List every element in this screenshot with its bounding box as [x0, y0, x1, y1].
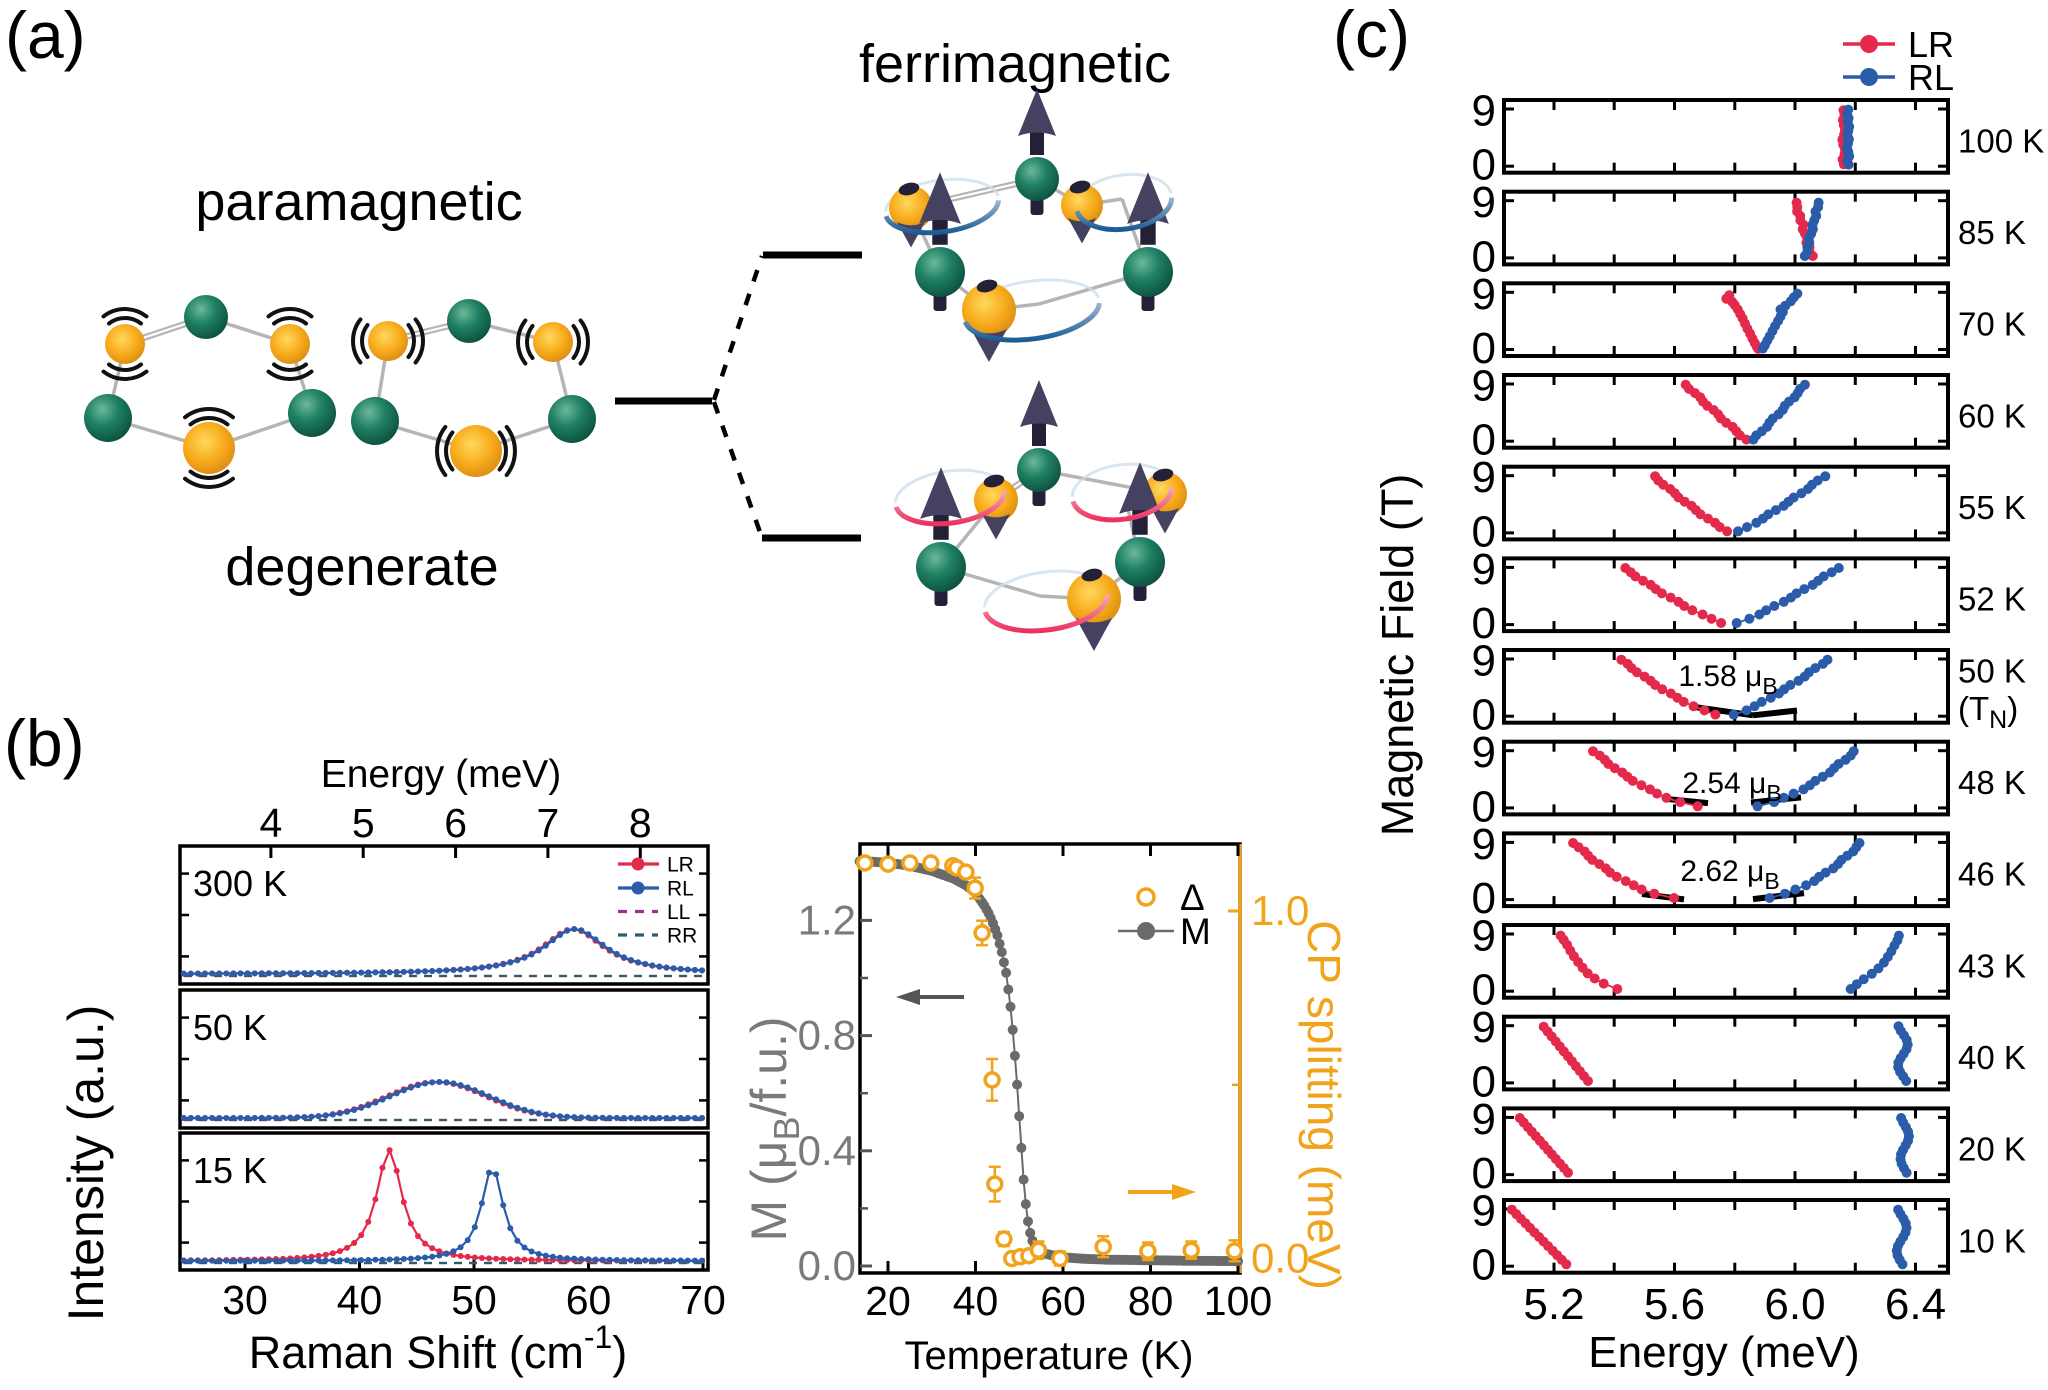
svg-text:LR: LR — [667, 854, 694, 877]
svg-text:degenerate: degenerate — [225, 537, 498, 597]
svg-text:9: 9 — [1472, 820, 1496, 869]
svg-text:9: 9 — [1472, 1187, 1496, 1236]
svg-text:9: 9 — [1472, 637, 1496, 686]
svg-text:4: 4 — [259, 800, 282, 846]
svg-text:LR: LR — [1908, 24, 1954, 65]
svg-text:1.58 μB: 1.58 μB — [1678, 660, 1777, 699]
svg-text:60: 60 — [1040, 1278, 1086, 1324]
svg-text:0: 0 — [1472, 232, 1496, 281]
svg-text:46 K: 46 K — [1958, 856, 2026, 893]
svg-text:70 K: 70 K — [1958, 306, 2026, 343]
svg-text:100 K: 100 K — [1958, 122, 2044, 159]
svg-text:0: 0 — [1472, 874, 1496, 923]
svg-text:0: 0 — [1472, 1057, 1496, 1106]
svg-text:48 K: 48 K — [1958, 764, 2026, 801]
svg-text:Energy (meV): Energy (meV) — [321, 753, 562, 796]
svg-text:M (μB/f.u.): M (μB/f.u.) — [741, 1016, 807, 1241]
svg-text:10 K: 10 K — [1958, 1222, 2026, 1259]
svg-text:50 K: 50 K — [1958, 652, 2026, 689]
svg-text:9: 9 — [1472, 728, 1496, 777]
svg-text:0: 0 — [1472, 416, 1496, 465]
svg-text:5.6: 5.6 — [1644, 1280, 1705, 1329]
svg-text:6.0: 6.0 — [1764, 1280, 1825, 1329]
svg-text:20: 20 — [865, 1278, 911, 1324]
svg-text:Raman Shift (cm-1): Raman Shift (cm-1) — [249, 1319, 628, 1378]
svg-text:8: 8 — [629, 800, 652, 846]
svg-text:70: 70 — [680, 1277, 726, 1323]
svg-text:9: 9 — [1472, 87, 1496, 136]
svg-text:(a): (a) — [5, 0, 86, 72]
svg-text:100: 100 — [1204, 1278, 1272, 1324]
svg-text:Magnetic Field (T): Magnetic Field (T) — [1372, 474, 1423, 837]
svg-text:9: 9 — [1472, 1095, 1496, 1144]
svg-text:0: 0 — [1472, 1241, 1496, 1290]
svg-text:RL: RL — [667, 878, 694, 901]
svg-text:52 K: 52 K — [1958, 581, 2026, 618]
svg-text:Δ: Δ — [1180, 877, 1205, 918]
svg-text:RR: RR — [667, 925, 697, 948]
svg-text:60: 60 — [566, 1277, 612, 1323]
svg-text:(TN): (TN) — [1958, 690, 2018, 734]
svg-text:20 K: 20 K — [1958, 1131, 2026, 1168]
svg-text:0: 0 — [1472, 782, 1496, 831]
svg-text:9: 9 — [1472, 1003, 1496, 1052]
svg-text:9: 9 — [1472, 270, 1496, 319]
svg-text:30: 30 — [222, 1277, 268, 1323]
svg-text:80: 80 — [1128, 1278, 1174, 1324]
svg-text:Intensity (a.u.): Intensity (a.u.) — [58, 1005, 114, 1322]
svg-text:RL: RL — [1908, 57, 1954, 98]
svg-text:0.8: 0.8 — [798, 1012, 856, 1059]
svg-text:0: 0 — [1472, 599, 1496, 648]
svg-text:5.2: 5.2 — [1523, 1280, 1584, 1329]
svg-text:paramagnetic: paramagnetic — [195, 172, 522, 232]
svg-text:M: M — [1180, 911, 1211, 952]
svg-text:43 K: 43 K — [1958, 947, 2026, 984]
svg-text:0: 0 — [1472, 507, 1496, 556]
svg-text:60 K: 60 K — [1958, 397, 2026, 434]
svg-text:0: 0 — [1472, 141, 1496, 190]
svg-text:Temperature (K): Temperature (K) — [905, 1334, 1194, 1378]
svg-text:40: 40 — [953, 1278, 999, 1324]
svg-text:7: 7 — [537, 800, 560, 846]
svg-text:0.4: 0.4 — [798, 1127, 856, 1174]
svg-text:40: 40 — [337, 1277, 383, 1323]
svg-text:2.54 μB: 2.54 μB — [1682, 767, 1781, 806]
svg-text:9: 9 — [1472, 545, 1496, 594]
svg-text:LL: LL — [667, 901, 690, 924]
svg-text:5: 5 — [352, 800, 375, 846]
svg-text:6.4: 6.4 — [1885, 1280, 1946, 1329]
svg-text:0: 0 — [1472, 1149, 1496, 1198]
svg-text:9: 9 — [1472, 178, 1496, 227]
svg-text:0: 0 — [1472, 691, 1496, 740]
svg-text:300 K: 300 K — [193, 863, 287, 904]
svg-text:9: 9 — [1472, 453, 1496, 502]
svg-text:40 K: 40 K — [1958, 1039, 2026, 1076]
svg-text:0.0: 0.0 — [1251, 1235, 1309, 1282]
svg-text:0: 0 — [1472, 324, 1496, 373]
svg-text:1.2: 1.2 — [798, 896, 856, 943]
svg-text:(c): (c) — [1333, 0, 1410, 71]
svg-text:50 K: 50 K — [193, 1007, 267, 1048]
svg-text:85 K: 85 K — [1958, 214, 2026, 251]
svg-text:ferrimagnetic: ferrimagnetic — [859, 34, 1171, 94]
svg-text:1.0: 1.0 — [1251, 887, 1309, 934]
svg-text:CP splitting (meV): CP splitting (meV) — [1298, 920, 1350, 1290]
svg-text:2.62 μB: 2.62 μB — [1680, 855, 1779, 894]
svg-text:9: 9 — [1472, 912, 1496, 961]
svg-text:0: 0 — [1472, 966, 1496, 1015]
svg-text:6: 6 — [444, 800, 467, 846]
svg-text:9: 9 — [1472, 362, 1496, 411]
svg-text:50: 50 — [451, 1277, 497, 1323]
svg-text:55 K: 55 K — [1958, 489, 2026, 526]
svg-text:(b): (b) — [4, 706, 85, 780]
svg-text:Energy (meV): Energy (meV) — [1588, 1328, 1859, 1377]
svg-text:0.0: 0.0 — [798, 1242, 856, 1289]
svg-text:15 K: 15 K — [193, 1150, 267, 1191]
